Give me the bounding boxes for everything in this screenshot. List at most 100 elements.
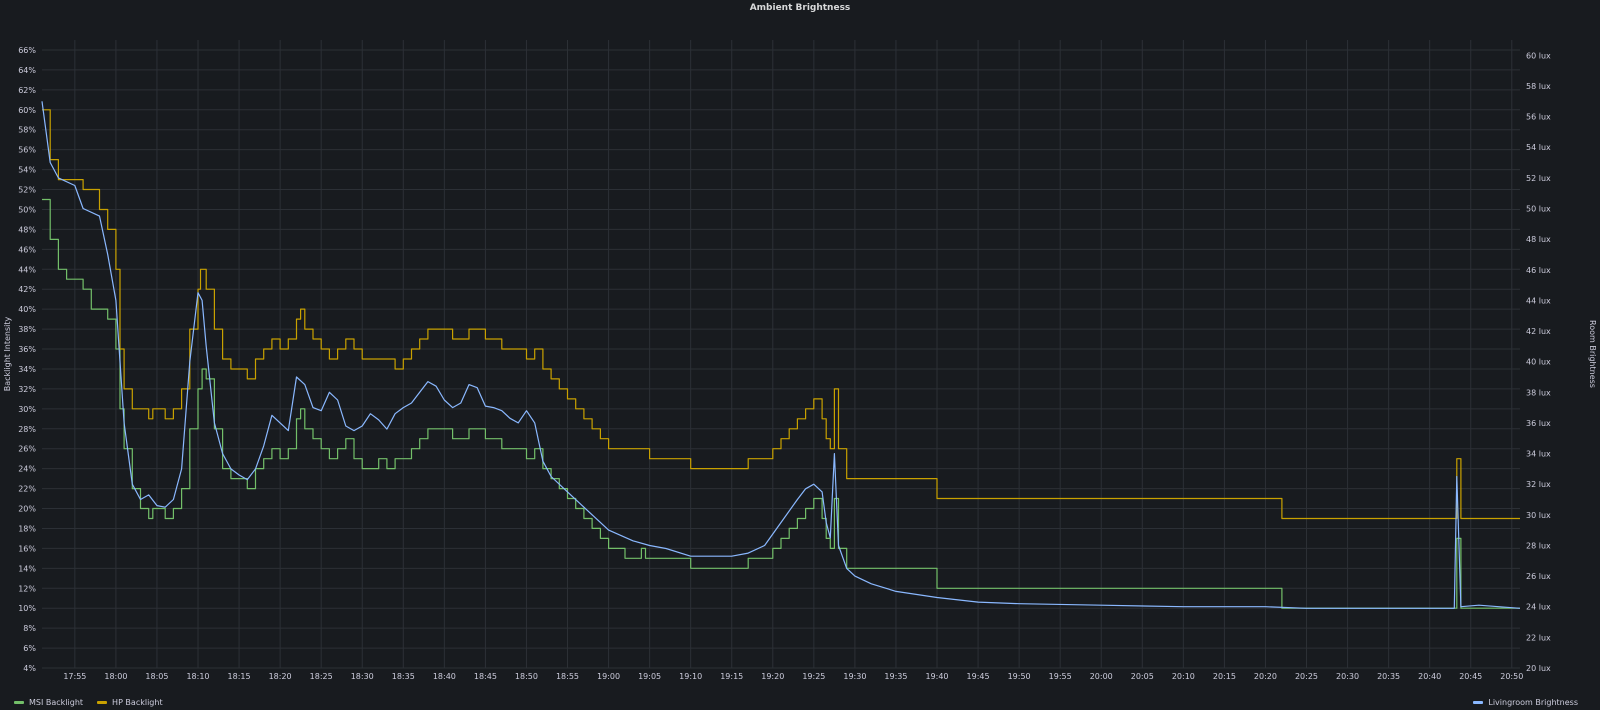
y2-tick-label: 50 lux xyxy=(1526,204,1551,213)
x-tick-label: 19:55 xyxy=(1049,672,1072,681)
legend-left: MSI Backlight HP Backlight xyxy=(14,698,163,707)
y-tick-label: 26% xyxy=(18,445,36,454)
y2-tick-label: 36 lux xyxy=(1526,419,1551,428)
x-tick-label: 18:30 xyxy=(351,672,374,681)
y-tick-label: 18% xyxy=(18,524,36,533)
x-tick-label: 18:00 xyxy=(104,672,127,681)
x-tick-label: 20:35 xyxy=(1377,672,1400,681)
y-tick-label: 56% xyxy=(18,146,36,155)
x-tick-label: 18:25 xyxy=(310,672,333,681)
x-tick-label: 20:20 xyxy=(1254,672,1277,681)
y-tick-label: 62% xyxy=(18,86,36,95)
y-tick-label: 22% xyxy=(18,485,36,494)
y-tick-label: 12% xyxy=(18,584,36,593)
x-tick-label: 18:05 xyxy=(145,672,168,681)
x-tick-label: 20:05 xyxy=(1131,672,1154,681)
y2-axis-title: Room Brightness xyxy=(1588,320,1597,388)
y-tick-label: 6% xyxy=(23,644,36,653)
x-tick-label: 20:25 xyxy=(1295,672,1318,681)
y-tick-label: 66% xyxy=(18,46,36,55)
y-axis-title: Backlight Intensity xyxy=(3,316,12,391)
y2-tick-label: 38 lux xyxy=(1526,388,1551,397)
x-tick-label: 18:40 xyxy=(433,672,456,681)
y2-tick-label: 28 lux xyxy=(1526,541,1551,550)
x-tick-label: 19:25 xyxy=(802,672,825,681)
x-tick-label: 19:50 xyxy=(1008,672,1031,681)
legend-swatch-msi xyxy=(14,701,24,704)
y-tick-label: 46% xyxy=(18,245,36,254)
x-tick-label: 19:45 xyxy=(967,672,990,681)
y-tick-label: 8% xyxy=(23,624,36,633)
y2-tick-label: 32 lux xyxy=(1526,480,1551,489)
x-tick-label: 18:35 xyxy=(392,672,415,681)
y2-tick-label: 24 lux xyxy=(1526,603,1551,612)
y2-tick-label: 46 lux xyxy=(1526,266,1551,275)
y-tick-label: 32% xyxy=(18,385,36,394)
panel-title: Ambient Brightness xyxy=(749,3,851,13)
x-tick-label: 20:10 xyxy=(1172,672,1195,681)
y-tick-label: 24% xyxy=(18,465,36,474)
series-line-msi-backlight xyxy=(42,198,1520,609)
legend-swatch-room xyxy=(1473,701,1484,704)
x-tick-label: 20:30 xyxy=(1336,672,1359,681)
y2-tick-label: 44 lux xyxy=(1526,296,1551,305)
x-tick-label: 20:45 xyxy=(1459,672,1482,681)
y2-tick-label: 20 lux xyxy=(1526,664,1551,673)
x-tick-label: 19:05 xyxy=(638,672,661,681)
x-tick-label: 19:20 xyxy=(761,672,784,681)
y-tick-label: 48% xyxy=(18,225,36,234)
y2-tick-label: 26 lux xyxy=(1526,572,1551,581)
y-tick-label: 10% xyxy=(18,604,36,613)
legend-item-msi[interactable]: MSI Backlight xyxy=(14,698,83,707)
y-tick-label: 44% xyxy=(18,265,36,274)
y-tick-label: 4% xyxy=(23,664,36,673)
y-tick-label: 52% xyxy=(18,186,36,195)
x-tick-label: 18:50 xyxy=(515,672,538,681)
y2-tick-label: 30 lux xyxy=(1526,511,1551,520)
y-tick-label: 60% xyxy=(18,106,36,115)
x-tick-label: 20:00 xyxy=(1090,672,1113,681)
x-tick-label: 18:10 xyxy=(186,672,209,681)
y2-tick-label: 34 lux xyxy=(1526,450,1551,459)
x-tick-label: 19:40 xyxy=(925,672,948,681)
legend-item-hp[interactable]: HP Backlight xyxy=(97,698,163,707)
series-line-livingroom-brightness xyxy=(41,101,1521,609)
y2-tick-label: 58 lux xyxy=(1526,82,1551,91)
y-tick-label: 50% xyxy=(18,205,36,214)
legend-swatch-hp xyxy=(97,701,108,704)
legend-item-room[interactable]: Livingroom Brightness xyxy=(1473,698,1578,707)
x-tick-label: 18:20 xyxy=(269,672,292,681)
y-tick-label: 28% xyxy=(18,425,36,434)
y2-tick-label: 40 lux xyxy=(1526,358,1551,367)
x-tick-label: 20:15 xyxy=(1213,672,1236,681)
y2-tick-label: 22 lux xyxy=(1526,633,1551,642)
y-tick-label: 14% xyxy=(18,564,36,573)
y-tick-label: 40% xyxy=(18,305,36,314)
y2-tick-label: 48 lux xyxy=(1526,235,1551,244)
x-tick-label: 19:35 xyxy=(884,672,907,681)
y-tick-label: 36% xyxy=(18,345,36,354)
y-tick-label: 34% xyxy=(18,365,36,374)
legend-right: Livingroom Brightness xyxy=(1473,698,1578,707)
y2-tick-label: 54 lux xyxy=(1526,143,1551,152)
y-tick-label: 30% xyxy=(18,405,36,414)
x-tick-label: 18:45 xyxy=(474,672,497,681)
x-tick-label: 19:15 xyxy=(720,672,743,681)
x-tick-label: 19:30 xyxy=(843,672,866,681)
y-tick-label: 58% xyxy=(18,126,36,135)
x-tick-label: 20:40 xyxy=(1418,672,1441,681)
y-tick-label: 54% xyxy=(18,166,36,175)
x-tick-label: 18:55 xyxy=(556,672,579,681)
legend-label-msi: MSI Backlight xyxy=(29,698,84,707)
x-tick-label: 19:00 xyxy=(597,672,620,681)
y-tick-label: 20% xyxy=(18,505,36,514)
x-tick-label: 18:15 xyxy=(228,672,251,681)
y-tick-label: 16% xyxy=(18,544,36,553)
legend-label-hp: HP Backlight xyxy=(112,698,163,707)
y2-tick-label: 42 lux xyxy=(1526,327,1551,336)
y2-tick-label: 60 lux xyxy=(1526,51,1551,60)
y-tick-label: 42% xyxy=(18,285,36,294)
y2-tick-label: 52 lux xyxy=(1526,174,1551,183)
